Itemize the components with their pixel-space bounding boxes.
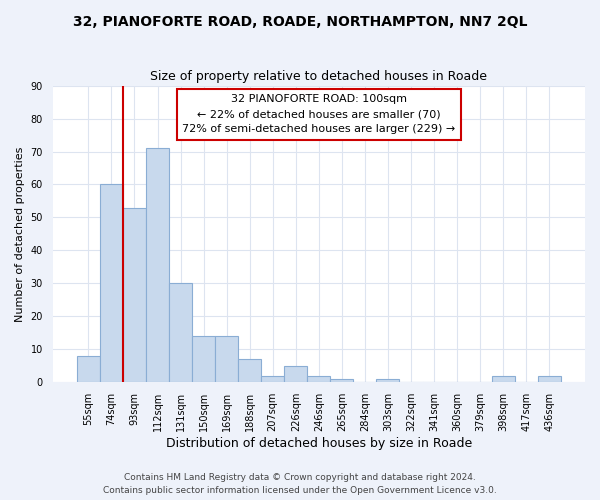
Bar — [123, 208, 146, 382]
Bar — [77, 356, 100, 382]
Bar — [192, 336, 215, 382]
Bar — [100, 184, 123, 382]
Bar — [261, 376, 284, 382]
X-axis label: Distribution of detached houses by size in Roade: Distribution of detached houses by size … — [166, 437, 472, 450]
Bar — [376, 379, 400, 382]
Bar — [284, 366, 307, 382]
Bar — [491, 376, 515, 382]
Bar — [169, 284, 192, 382]
Bar — [146, 148, 169, 382]
Text: Contains HM Land Registry data © Crown copyright and database right 2024.
Contai: Contains HM Land Registry data © Crown c… — [103, 474, 497, 495]
Bar — [331, 379, 353, 382]
Y-axis label: Number of detached properties: Number of detached properties — [15, 146, 25, 322]
Text: 32 PIANOFORTE ROAD: 100sqm
← 22% of detached houses are smaller (70)
72% of semi: 32 PIANOFORTE ROAD: 100sqm ← 22% of deta… — [182, 94, 455, 134]
Text: 32, PIANOFORTE ROAD, ROADE, NORTHAMPTON, NN7 2QL: 32, PIANOFORTE ROAD, ROADE, NORTHAMPTON,… — [73, 15, 527, 29]
Title: Size of property relative to detached houses in Roade: Size of property relative to detached ho… — [151, 70, 487, 83]
Bar — [307, 376, 331, 382]
Bar — [538, 376, 561, 382]
Bar — [215, 336, 238, 382]
Bar — [238, 360, 261, 382]
